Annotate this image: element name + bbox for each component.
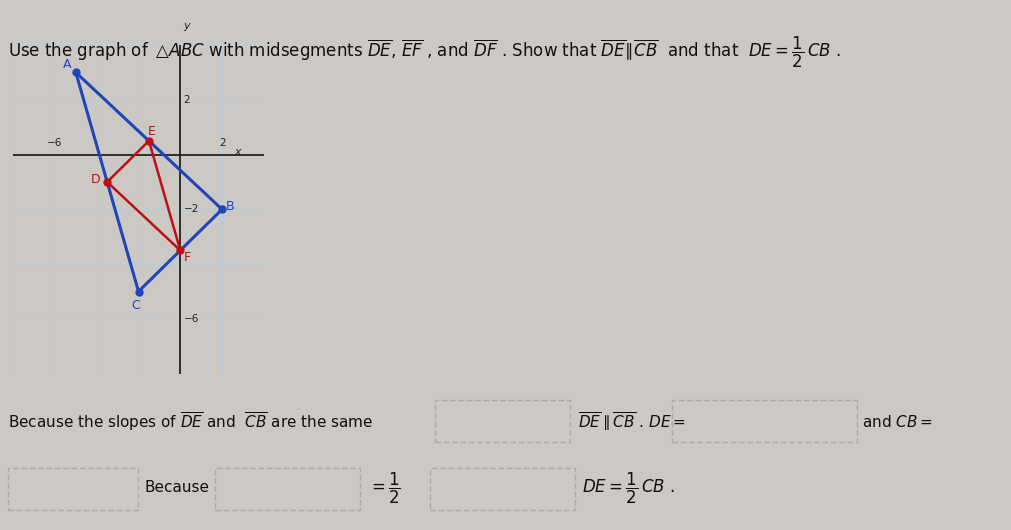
Text: B: B <box>226 200 235 213</box>
Text: D: D <box>91 173 100 185</box>
Text: $DE = \dfrac{1}{2}\,CB$ .: $DE = \dfrac{1}{2}\,CB$ . <box>582 471 675 506</box>
Text: Use the graph of $\triangle\!$$\it{ABC}$ with midsegments $\overline{DE}$, $\ove: Use the graph of $\triangle\!$$\it{ABC}$… <box>8 34 841 69</box>
Text: $\overline{DE}\parallel\overline{CB}$ . $DE=$: $\overline{DE}\parallel\overline{CB}$ . … <box>578 411 686 434</box>
Bar <box>430 468 575 510</box>
Text: Because: Because <box>145 481 210 496</box>
Text: −6: −6 <box>48 138 63 148</box>
Text: 2: 2 <box>183 95 190 105</box>
Text: −2: −2 <box>183 205 199 214</box>
Text: 2: 2 <box>218 138 225 148</box>
Text: x: x <box>235 147 242 157</box>
Text: $= \dfrac{1}{2}$: $= \dfrac{1}{2}$ <box>368 471 401 506</box>
Bar <box>8 468 137 510</box>
Text: F: F <box>184 251 191 264</box>
Bar <box>215 468 360 510</box>
Text: −6: −6 <box>183 314 199 324</box>
Bar <box>672 400 857 442</box>
Bar <box>435 400 570 442</box>
Text: C: C <box>131 299 140 312</box>
Text: A: A <box>64 58 72 70</box>
Text: Because the slopes of $\overline{DE}$ and  $\overline{CB}$ are the same: Because the slopes of $\overline{DE}$ an… <box>8 411 373 434</box>
Text: and $CB=$: and $CB=$ <box>862 414 933 430</box>
Text: E: E <box>149 125 156 138</box>
Text: y: y <box>183 21 190 31</box>
